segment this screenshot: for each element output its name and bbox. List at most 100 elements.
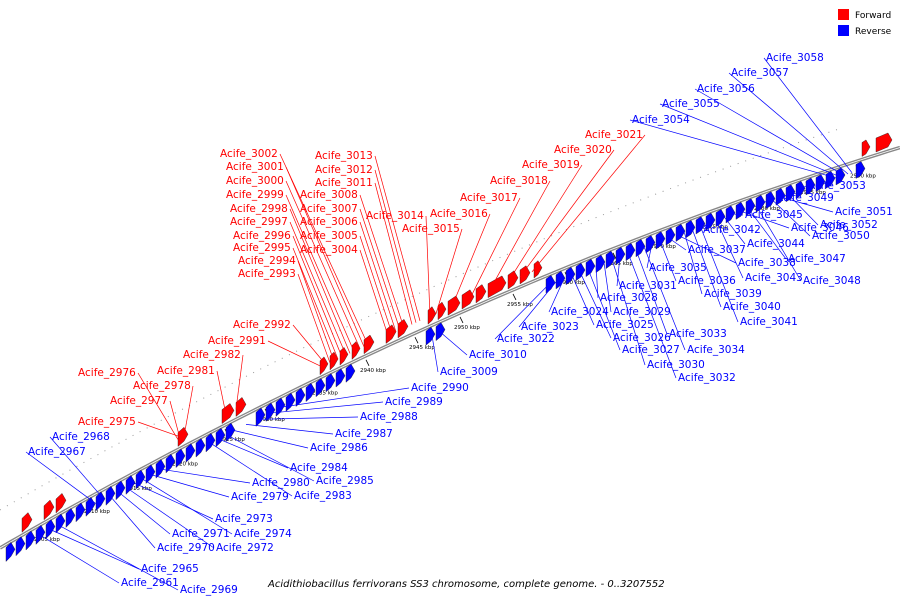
forward-gene-arrow[interactable] (363, 334, 375, 355)
forward-gene-arrow[interactable] (319, 356, 329, 376)
gene-leader-line (285, 180, 361, 349)
reverse-gene-arrow[interactable] (435, 322, 446, 342)
gene-leader-line (755, 205, 802, 282)
reverse-gene-arrow[interactable] (625, 242, 636, 262)
reverse-gene-arrow[interactable] (745, 198, 756, 217)
forward-gene-arrow[interactable] (875, 132, 893, 153)
forward-gene-arrow[interactable] (427, 306, 437, 325)
reverse-gene-arrow[interactable] (855, 161, 866, 179)
reverse-gene-arrow[interactable] (425, 326, 436, 346)
reverse-gene-arrow[interactable] (55, 513, 66, 534)
gene-leader-line (659, 103, 841, 177)
reverse-gene-arrow[interactable] (175, 448, 186, 469)
reverse-gene-arrow[interactable] (805, 177, 816, 196)
reverse-gene-arrow[interactable] (695, 216, 706, 235)
gene-leader-line (374, 182, 413, 325)
reverse-gene-arrow[interactable] (305, 382, 316, 403)
gene-leader-line (795, 185, 807, 192)
reverse-gene-arrow[interactable] (35, 524, 46, 545)
gene-label: Acife_2982 (183, 349, 241, 361)
reverse-gene-arrow[interactable] (655, 231, 666, 250)
reverse-gene-arrow[interactable] (575, 262, 586, 282)
reverse-gene-arrow[interactable] (315, 378, 326, 398)
reverse-gene-arrow[interactable] (205, 432, 216, 453)
reverse-gene-arrow[interactable] (105, 485, 116, 506)
forward-gene-arrow[interactable] (21, 512, 33, 533)
reverse-gene-arrow[interactable] (95, 491, 106, 512)
reverse-gene-arrow[interactable] (325, 373, 336, 393)
forward-gene-arrow[interactable] (533, 260, 543, 279)
reverse-gene-arrow[interactable] (785, 184, 796, 203)
reverse-gene-arrow[interactable] (215, 427, 226, 448)
forward-gene-arrow[interactable] (385, 324, 397, 344)
reverse-gene-arrow[interactable] (615, 246, 626, 266)
forward-gene-arrow[interactable] (519, 265, 531, 285)
reverse-gene-arrow[interactable] (665, 227, 676, 246)
gene-leader-line (771, 199, 811, 237)
scale-tick (365, 359, 370, 366)
reverse-gene-arrow[interactable] (675, 223, 686, 242)
gene-leader-line (603, 262, 612, 313)
reverse-gene-arrow[interactable] (185, 443, 196, 463)
reverse-gene-arrow[interactable] (585, 258, 596, 278)
reverse-gene-arrow[interactable] (755, 194, 766, 213)
gene-label: Acife_2989 (385, 396, 443, 408)
reverse-gene-arrow[interactable] (225, 422, 236, 443)
forward-gene-arrow[interactable] (177, 426, 189, 447)
reverse-gene-arrow[interactable] (85, 496, 96, 517)
gene-leader-line (691, 228, 722, 308)
gene-features (5, 132, 893, 563)
forward-gene-arrow[interactable] (351, 341, 361, 360)
gene-leader-line (141, 478, 233, 535)
gene-label: Acife_3044 (747, 238, 805, 250)
reverse-gene-arrow[interactable] (115, 480, 126, 501)
gene-leader-line (149, 474, 230, 498)
scale-tick (612, 252, 617, 260)
reverse-gene-arrow[interactable] (815, 174, 826, 192)
reverse-gene-arrow[interactable] (125, 475, 136, 495)
forward-gene-arrow[interactable] (437, 301, 447, 321)
reverse-gene-arrow[interactable] (705, 212, 716, 231)
forward-gene-arrow[interactable] (861, 139, 871, 157)
forward-gene-arrow[interactable] (475, 284, 487, 304)
reverse-gene-arrow[interactable] (765, 191, 776, 210)
reverse-gene-arrow[interactable] (645, 235, 656, 254)
forward-gene-arrow[interactable] (55, 493, 67, 514)
reverse-gene-arrow[interactable] (345, 363, 356, 383)
reverse-gene-arrow[interactable] (295, 387, 306, 407)
gene-leader-line (117, 491, 171, 535)
reverse-gene-arrow[interactable] (795, 181, 806, 199)
reverse-gene-arrow[interactable] (335, 368, 346, 388)
reverse-gene-arrow[interactable] (255, 407, 266, 427)
gene-leader-line (297, 273, 331, 364)
forward-gene-arrow[interactable] (487, 275, 507, 299)
forward-gene-arrow[interactable] (43, 499, 55, 521)
reverse-gene-arrow[interactable] (165, 453, 176, 474)
reverse-gene-arrow[interactable] (135, 469, 146, 490)
forward-gene-arrow[interactable] (461, 289, 475, 310)
reverse-gene-arrow[interactable] (195, 438, 206, 458)
forward-gene-arrow[interactable] (339, 346, 349, 366)
gene-label: Acife_3045 (745, 209, 803, 221)
reverse-gene-arrow[interactable] (595, 254, 606, 273)
reverse-gene-arrow[interactable] (545, 274, 556, 294)
reverse-gene-arrow[interactable] (725, 205, 736, 224)
forward-gene-arrow[interactable] (235, 397, 247, 417)
reverse-gene-arrow[interactable] (15, 536, 26, 557)
gene-leader-line (125, 487, 215, 549)
reverse-gene-arrow[interactable] (685, 220, 696, 239)
reverse-gene-arrow[interactable] (635, 239, 646, 258)
reverse-gene-arrow[interactable] (25, 530, 36, 551)
forward-gene-arrow[interactable] (507, 270, 519, 290)
reverse-gene-arrow[interactable] (715, 209, 726, 227)
reverse-gene-arrow[interactable] (5, 541, 16, 563)
scale-tick-label: 2965 kbp (607, 261, 633, 267)
reverse-gene-arrow[interactable] (285, 392, 296, 412)
reverse-gene-arrow[interactable] (75, 502, 86, 523)
forward-gene-arrow[interactable] (397, 319, 409, 339)
forward-gene-arrow[interactable] (447, 295, 461, 316)
reverse-gene-arrow[interactable] (45, 519, 56, 540)
gene-label: Acife_3014 (366, 210, 424, 222)
reverse-gene-arrow[interactable] (65, 508, 76, 528)
